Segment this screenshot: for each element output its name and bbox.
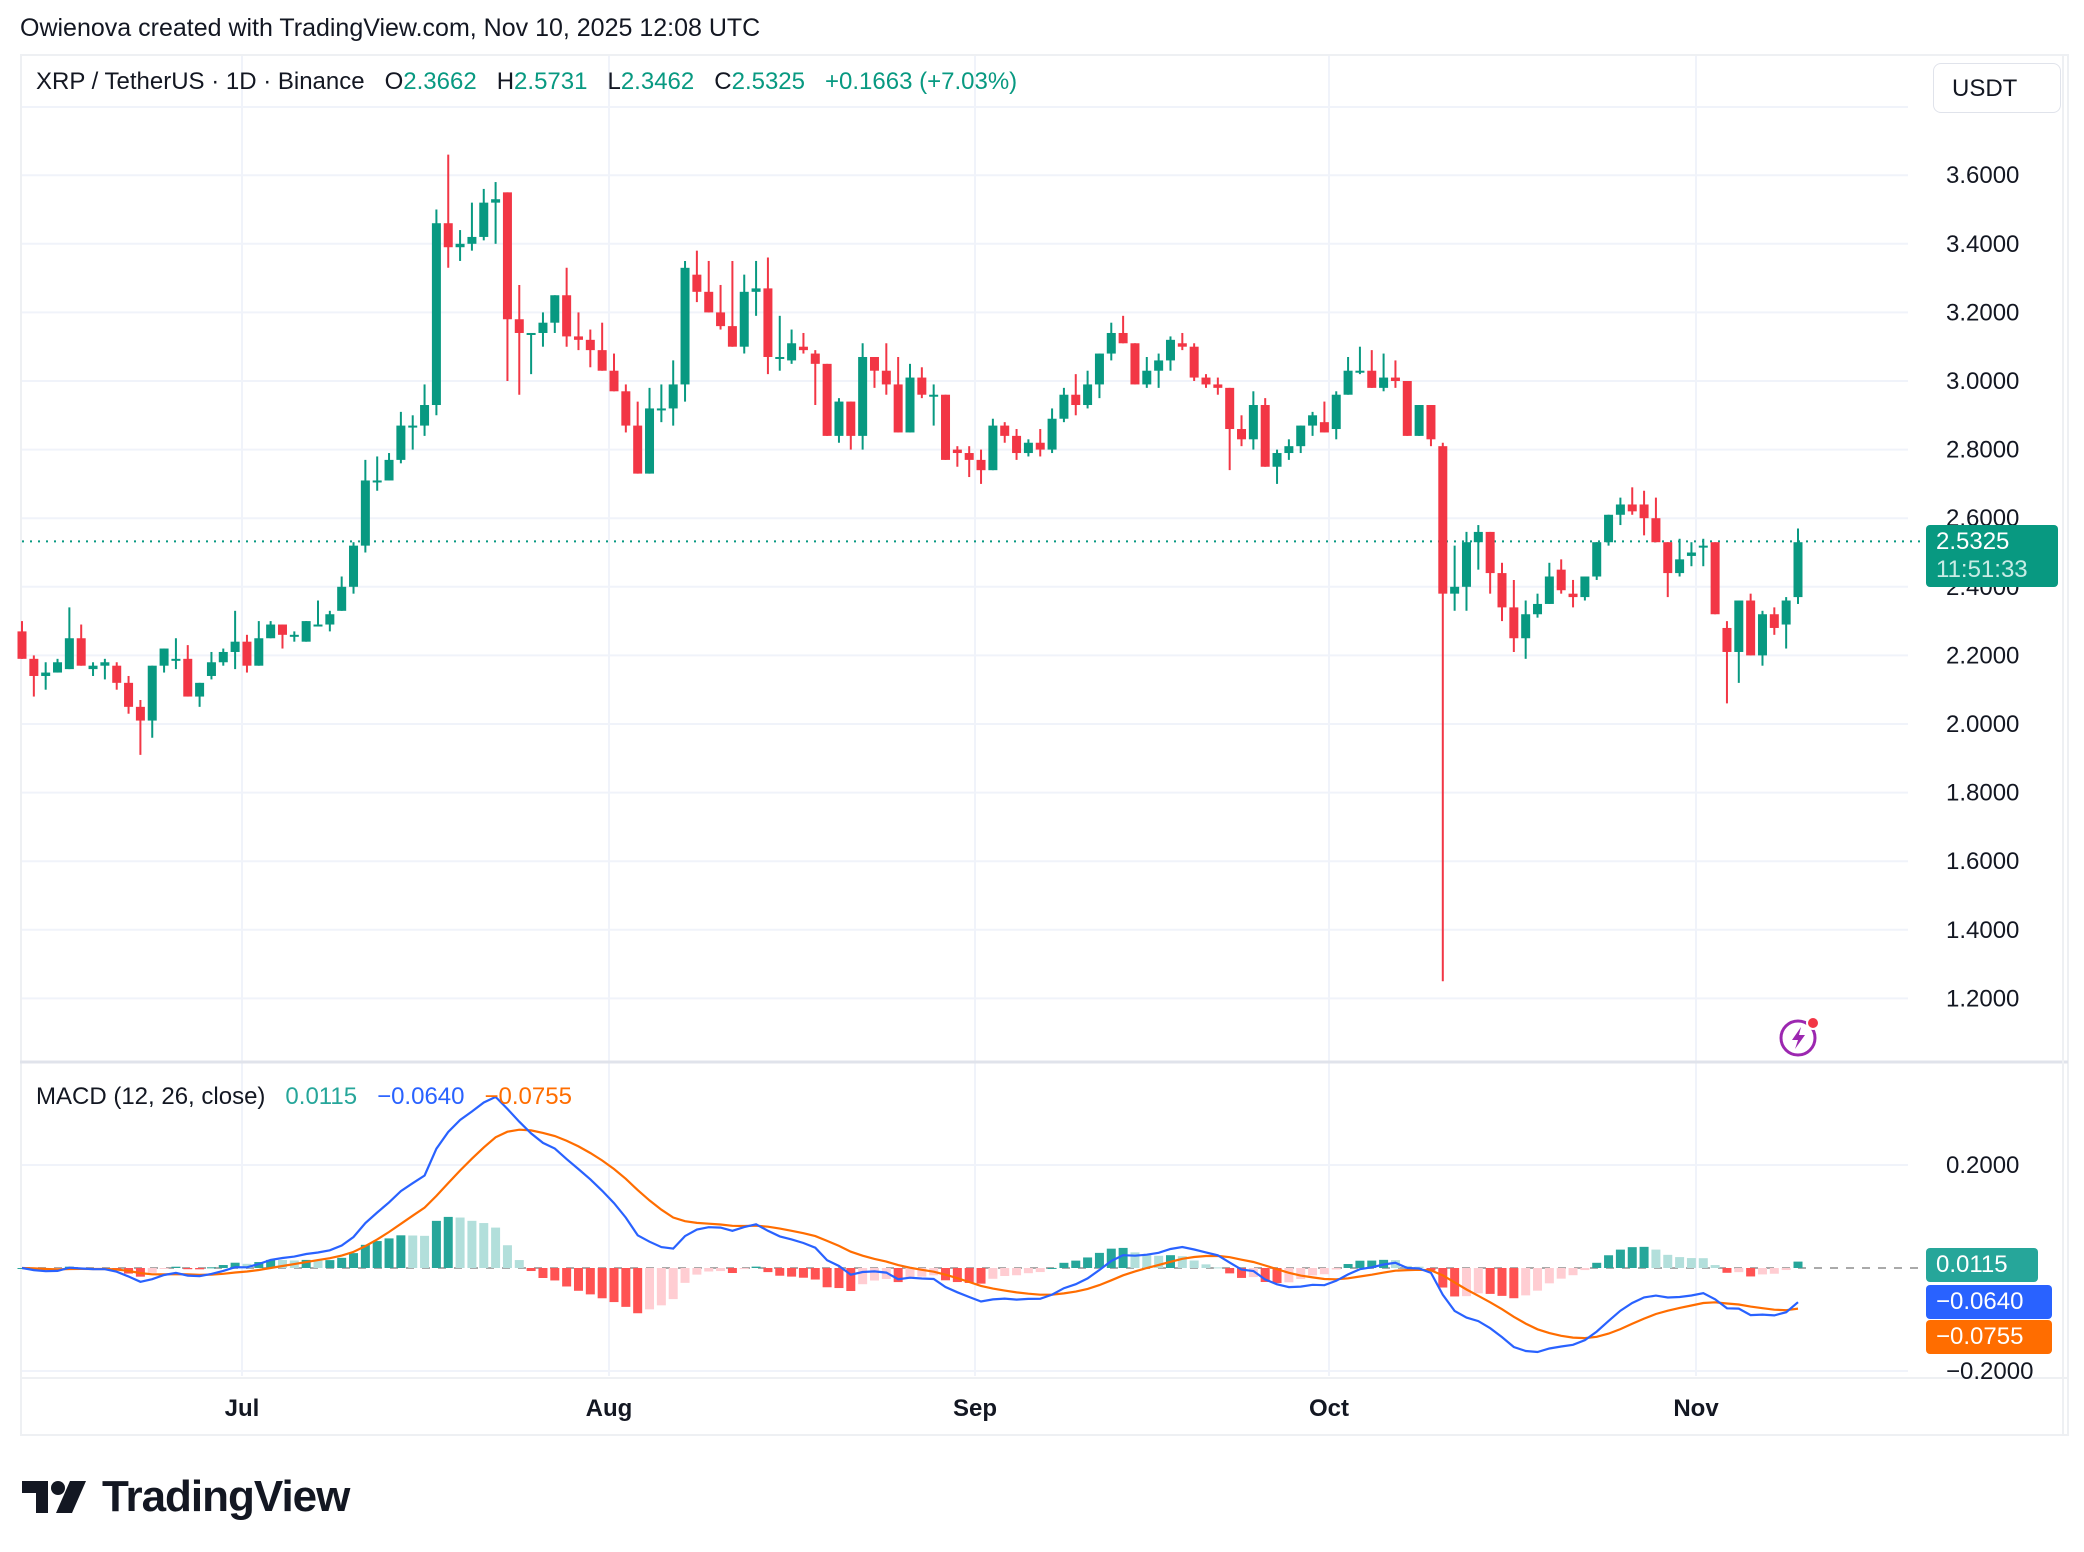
open-value: 2.3662 [403, 68, 477, 95]
macd-tag: −0.0640 [1926, 1285, 2052, 1319]
change-value: +0.1663 (+7.03%) [825, 68, 1018, 95]
low-value: 2.3462 [620, 68, 695, 95]
macd-histogram-value: 0.0115 [285, 1083, 358, 1110]
chart-frame [20, 54, 2069, 1436]
macd-tick: 0.2000 [1946, 1152, 2019, 1179]
currency-button[interactable]: USDT [1933, 63, 2061, 113]
last-price-tag: 2.5325 11:51:33 [1926, 525, 2058, 587]
macd-tick: −0.2000 [1946, 1358, 2033, 1385]
close-label: C [714, 68, 732, 95]
month-label-jul: Jul [224, 1395, 260, 1422]
macd-legend[interactable]: MACD (12, 26, close) 0.0115 −0.0640 −0.0… [36, 1083, 572, 1111]
high-label: H [496, 68, 515, 95]
price-axis[interactable]: 3.60003.40003.20003.00002.80002.60002.40… [1946, 162, 2019, 1012]
chart-credit: Owienova created with TradingView.com, N… [20, 14, 761, 42]
price-tick: 1.4000 [1946, 917, 2019, 944]
last-price-value: 2.5325 [1936, 528, 2010, 555]
signal-line [21, 1128, 1799, 1340]
price-tick: 3.6000 [1946, 162, 2019, 189]
open-label: O [384, 68, 404, 95]
low-label: L [607, 68, 621, 95]
macd-line [21, 1095, 1799, 1354]
symbol-legend[interactable]: XRP / TetherUS · 1D · Binance O2.3662 H2… [36, 68, 1017, 96]
close-value: 2.5325 [731, 68, 805, 95]
price-tick: 1.2000 [1946, 985, 2019, 1012]
high-value: 2.5731 [514, 68, 588, 95]
price-tick: 3.4000 [1946, 231, 2019, 258]
price-tick: 2.8000 [1946, 437, 2019, 464]
price-tick: 3.2000 [1946, 299, 2019, 326]
tradingview-logo-icon [22, 1481, 86, 1513]
brand-name: TradingView [102, 1472, 350, 1521]
tradingview-logo: TradingView [22, 1472, 350, 1522]
price-tick: 1.6000 [1946, 848, 2019, 875]
month-label-aug: Aug [585, 1395, 633, 1422]
grid-lines [20, 56, 2068, 1436]
candlestick-series [17, 154, 1803, 982]
lightning-icon[interactable] [1778, 1014, 1822, 1058]
bar-countdown: 11:51:33 [1936, 556, 2028, 583]
price-tick: 3.0000 [1946, 368, 2019, 395]
signal-tag: −0.0755 [1926, 1320, 2052, 1354]
price-tick: 1.8000 [1946, 780, 2019, 807]
macd-title[interactable]: MACD (12, 26, close) [36, 1083, 266, 1110]
macd-value: −0.0640 [377, 1083, 465, 1110]
month-label-oct: Oct [1308, 1395, 1350, 1422]
price-tick: 2.0000 [1946, 711, 2019, 738]
month-label-sep: Sep [952, 1395, 998, 1422]
month-label-nov: Nov [1673, 1395, 1719, 1422]
symbol-name[interactable]: XRP / TetherUS · 1D · Binance [36, 68, 365, 95]
macd-axis[interactable]: 0.2000 −0.2000 [1946, 1152, 2033, 1385]
signal-value: −0.0755 [484, 1083, 572, 1110]
price-tick: 2.2000 [1946, 642, 2019, 669]
histogram-tag: 0.0115 [1926, 1248, 2038, 1282]
